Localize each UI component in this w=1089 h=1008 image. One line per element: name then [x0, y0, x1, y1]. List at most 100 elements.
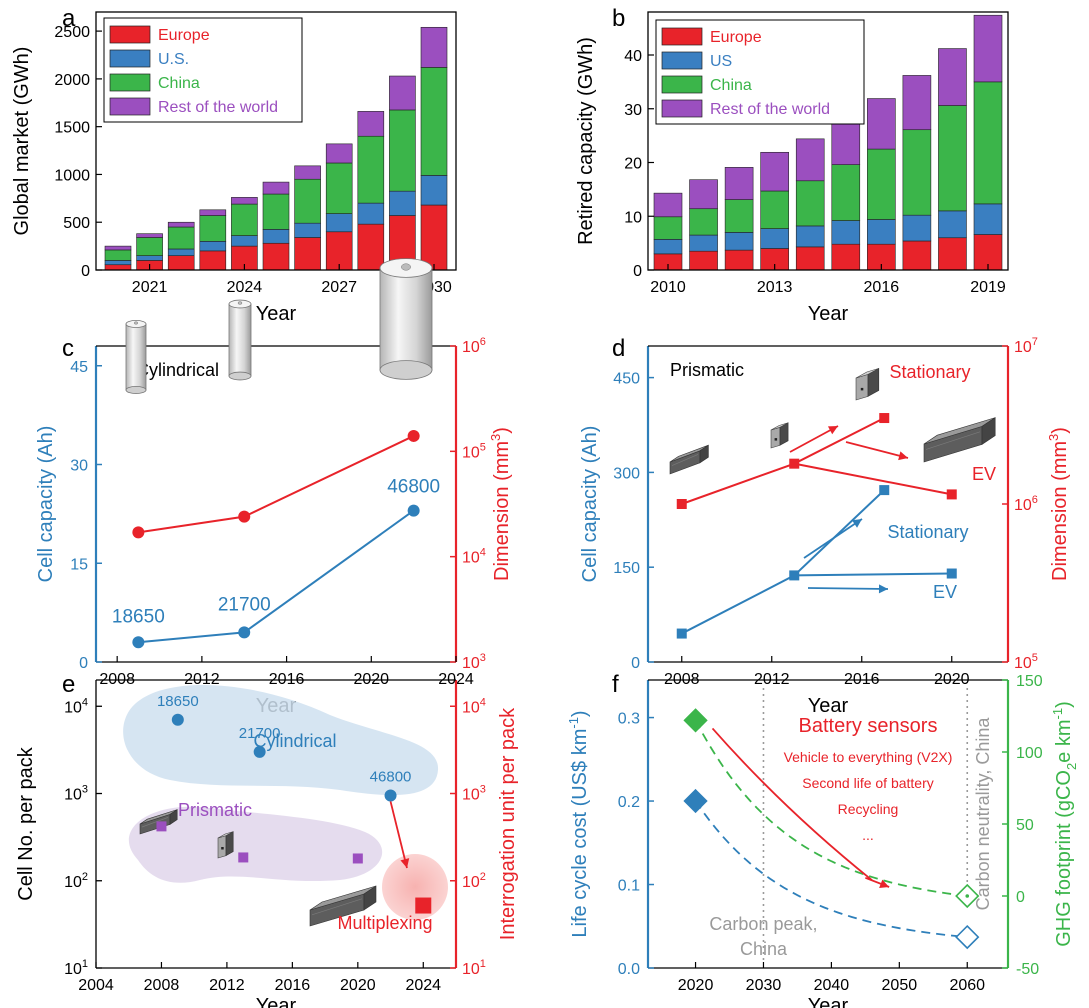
point-multiplexing-e [415, 897, 432, 914]
ytick-label-b: 30 [624, 102, 642, 119]
prismatic-cell-icon-e1-stripe [141, 817, 169, 828]
bar-a-2024-1 [231, 235, 258, 247]
xtick-label-e: 2020 [340, 977, 376, 994]
ytick-label-b: 20 [624, 156, 642, 173]
ytick-label-a: 0 [81, 263, 90, 280]
bar-a-2021-2 [136, 237, 163, 256]
ytick-label-f: 0.3 [618, 711, 640, 728]
ylabel-e: Cell No. per pack [15, 746, 37, 900]
prismatic-cell-icon-2008 [669, 444, 709, 475]
point-dimension-d [676, 499, 687, 509]
xtick-label-a: 2027 [321, 279, 357, 296]
panel-a-frame [95, 11, 457, 271]
bar-a-2024-3 [231, 197, 258, 205]
point-capacity-d [676, 628, 687, 639]
blob-prismatic-e [128, 806, 383, 883]
bar-a-2026-0 [294, 237, 321, 271]
xlabel-f: Year [808, 995, 849, 1008]
bar-b-2011-1 [689, 234, 718, 252]
ytick-label-f: 0.0 [618, 961, 640, 978]
point-capacity-d [879, 485, 890, 496]
cylinder-icon-18650-terminal [133, 321, 139, 325]
panel-label-f: f [612, 671, 619, 698]
prismatic-cell-icon-2013 [770, 422, 789, 449]
prismatic-cell-icon-ev-side [981, 417, 996, 445]
point-capacity-c [132, 636, 145, 649]
xlabel-a: Year [256, 303, 297, 325]
bar-a-2021-1 [136, 255, 163, 261]
point-cylindrical-e [384, 789, 397, 802]
bar-a-2027-2 [325, 162, 353, 214]
point-dimension-d [879, 413, 890, 424]
arrow-red-stationary-d-head [827, 426, 838, 435]
ytick-label-b: 0 [633, 263, 642, 280]
bar-a-2022-2 [167, 226, 195, 250]
bar-b-2016-2 [867, 148, 896, 220]
y2tick-label-e: 102 [462, 871, 486, 891]
ytick-label-d: 150 [613, 560, 640, 577]
cylinder-icon-18650-bottom [125, 385, 147, 394]
prismatic-cell-icon-2008-side [699, 444, 709, 464]
y2tick-label-f: 100 [1016, 745, 1043, 762]
bar-b-2019-2 [973, 81, 1003, 205]
legend-swatch-b [661, 27, 703, 46]
bar-b-2013-2 [760, 190, 789, 229]
label-red-ev-d: EV [972, 464, 996, 484]
label-red-stationary-d: Stationary [889, 362, 970, 382]
arrow-multiplexing-e [389, 801, 408, 869]
legend-label-a: U.S. [158, 51, 189, 68]
point-dimension-d [946, 489, 957, 500]
xtick-label-a: 2021 [132, 279, 168, 296]
point-dimension-c [407, 429, 420, 442]
bar-b-2010-2 [653, 216, 683, 240]
y2label-d: Dimension (mm3) [1046, 427, 1071, 581]
blob-cylindrical-e [123, 684, 439, 796]
bar-b-2012-3 [724, 167, 754, 200]
ytick-label-d: 0 [631, 655, 640, 672]
bar-b-2015-3 [831, 120, 861, 165]
bar-a-2026-1 [294, 222, 321, 238]
prismatic-cell-icon-e1 [139, 809, 178, 835]
xlabel-d: Year [808, 695, 849, 717]
ylabel-f: Life cycle cost (US$ km-1) [566, 710, 591, 937]
prismatic-cell-icon-e2-front [217, 835, 227, 859]
bar-b-2013-3 [760, 151, 789, 192]
arrow-red-ev-d-head [898, 451, 908, 461]
xtick-label-e: 2008 [144, 977, 180, 994]
xtick-label-b: 2019 [970, 279, 1006, 296]
bar-b-2017-3 [902, 75, 932, 131]
label-46800-c: 46800 [387, 477, 440, 498]
xtick-label-f: 2040 [814, 977, 850, 994]
bar-a-2027-0 [325, 231, 353, 271]
bar-b-2014-0 [795, 246, 825, 271]
prismatic-cell-icon-ev-stripe [925, 431, 981, 450]
point-prismatic-e [156, 821, 167, 832]
xtick-label-a: 2024 [227, 279, 263, 296]
point-prismatic-e [238, 852, 249, 863]
xtick-label-f: 2020 [678, 977, 714, 994]
point-cylindrical-e [253, 745, 266, 758]
prismatic-cell-icon-2017-front [855, 373, 869, 401]
bar-a-2029-3 [389, 75, 416, 111]
prismatic-cell-icon-e3 [309, 885, 377, 927]
bar-a-2022-3 [167, 221, 195, 228]
bar-b-2011-2 [689, 208, 718, 236]
prismatic-cell-icon-2013-front [770, 426, 781, 449]
ylabel-a: Global market (GWh) [11, 47, 33, 236]
y2tick-label-d: 107 [1014, 336, 1038, 356]
xtick-label-b: 2016 [864, 279, 900, 296]
bar-a-2025-3 [262, 181, 290, 195]
panel-label-a: a [62, 5, 76, 32]
ylabel-d: Cell capacity (Ah) [579, 426, 601, 583]
point-cost-2020-f [683, 788, 708, 814]
label-carbon-peak-china-f: China [740, 939, 788, 959]
bar-a-2023-1 [199, 241, 227, 252]
legend-label-a: Europe [158, 27, 210, 44]
label-carbon-peak-f: Carbon peak, [709, 914, 817, 934]
line-life-cycle-cost-f [694, 800, 968, 939]
arrow-blue-stationary-d-head [852, 519, 862, 528]
bar-a-2027-1 [325, 213, 353, 233]
legend-swatch-b [661, 99, 703, 118]
bar-a-2030-1 [420, 175, 448, 206]
bar-b-2011-3 [689, 179, 718, 210]
